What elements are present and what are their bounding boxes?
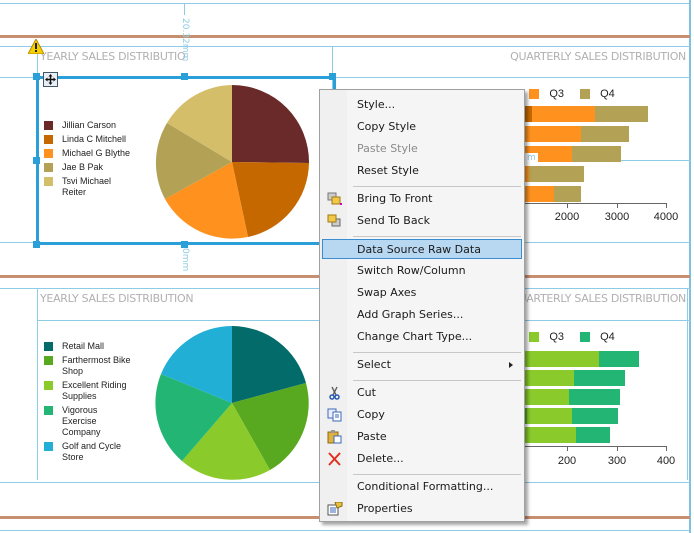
s1-bar-title: QUARTERLY SALES DISTRIBUTION xyxy=(510,50,686,63)
s1-pie-title: YEARLY SALES DISTRIBUTIO xyxy=(40,50,186,63)
menu-item-conditional-formatting[interactable]: Conditional Formatting... xyxy=(357,480,494,493)
s1-pie-legend: Jillian Carson Linda C Mitchell Michael … xyxy=(44,120,142,201)
s1-x-axis xyxy=(515,203,667,204)
menu-item-cut[interactable]: Cut xyxy=(322,383,522,403)
legend-item: Excellent Riding Supplies xyxy=(44,380,142,402)
legend-item: Tsvi Michael Reiter xyxy=(44,176,142,198)
menu-item-properties[interactable]: Properties xyxy=(322,499,522,519)
bar-row[interactable] xyxy=(515,408,618,424)
resize-handle[interactable] xyxy=(181,241,188,248)
tick xyxy=(567,446,568,451)
menu-icon-gutter xyxy=(320,90,347,521)
bar-row[interactable] xyxy=(515,351,639,367)
paste-icon xyxy=(327,430,342,444)
menu-item-copy-style[interactable]: Copy Style xyxy=(357,120,417,133)
menu-separator xyxy=(353,474,521,475)
s3-title-top xyxy=(0,530,690,531)
section-divider xyxy=(0,35,690,38)
resize-handle[interactable] xyxy=(181,73,188,80)
resize-handle[interactable] xyxy=(329,73,336,80)
tick xyxy=(567,203,568,208)
menu-item-style[interactable]: Style... xyxy=(357,98,396,111)
legend-item: Vigorous Exercise Company xyxy=(44,405,142,438)
menu-item-bring-to-front[interactable]: Bring To Front xyxy=(322,189,522,209)
s2-pie-title: YEARLY SALES DISTRIBUTION xyxy=(40,292,194,305)
s1-title-top xyxy=(0,46,690,47)
dimension-label-mid: m xyxy=(525,153,538,163)
menu-item-data-source-raw-data[interactable]: Data Source Raw Data xyxy=(322,239,522,259)
legend-item: Jae B Pak xyxy=(44,162,142,173)
s2-bar-title: QUARTERLY SALES DISTRIBUTION xyxy=(510,292,686,305)
warning-icon xyxy=(28,39,44,54)
legend-item: Michael G Blythe xyxy=(44,148,142,159)
menu-item-send-to-back[interactable]: Send To Back xyxy=(322,211,522,231)
legend-item: Jillian Carson xyxy=(44,120,142,131)
move-handle-icon[interactable] xyxy=(43,72,58,87)
s2-left-col xyxy=(37,288,38,480)
resize-handle[interactable] xyxy=(33,157,40,164)
tick-label: 300 xyxy=(607,455,627,467)
tick xyxy=(617,446,618,451)
s1-pie-chart[interactable] xyxy=(153,83,311,241)
dimension-label-vertical: 20.32mm xyxy=(180,18,190,62)
bar-row[interactable] xyxy=(515,166,584,182)
menu-separator xyxy=(353,380,521,381)
menu-separator xyxy=(353,352,521,353)
menu-item-paste[interactable]: Paste xyxy=(322,427,522,447)
s2-right-col xyxy=(687,288,688,480)
legend-item: Linda C Mitchell xyxy=(44,134,142,145)
s1-title-bottom xyxy=(0,77,690,78)
menu-item-swap-axes[interactable]: Swap Axes xyxy=(357,286,417,299)
s2-pie-chart[interactable] xyxy=(153,324,311,482)
menu-item-add-graph-series[interactable]: Add Graph Series... xyxy=(357,308,464,321)
legend-item: Farthermost Bike Shop xyxy=(44,355,142,377)
scissors-icon xyxy=(329,386,340,400)
resize-handle[interactable] xyxy=(33,73,40,80)
copy-icon xyxy=(327,408,342,422)
menu-item-delete[interactable]: Delete... xyxy=(322,449,522,469)
menu-separator xyxy=(353,186,521,187)
tick xyxy=(666,446,667,451)
send-to-back-icon xyxy=(327,214,341,227)
tick-label: 3000 xyxy=(604,211,630,223)
properties-icon xyxy=(327,502,343,516)
s2-pie-legend: Retail Mall Farthermost Bike Shop Excell… xyxy=(44,341,142,466)
page-right-border xyxy=(689,0,691,533)
bring-to-front-icon xyxy=(327,192,342,205)
bar-row[interactable] xyxy=(515,126,629,142)
legend-item: Golf and Cycle Store xyxy=(44,441,142,463)
tick xyxy=(666,203,667,208)
menu-item-select[interactable]: Select xyxy=(322,355,522,375)
s2-x-axis xyxy=(515,446,667,447)
bar-row[interactable] xyxy=(515,427,610,443)
menu-item-paste-style[interactable]: Paste Style xyxy=(357,142,418,155)
submenu-arrow-icon xyxy=(509,362,513,368)
menu-item-copy[interactable]: Copy xyxy=(322,405,522,425)
menu-item-change-chart-type[interactable]: Change Chart Type... xyxy=(357,330,473,343)
s1-left-col xyxy=(37,46,38,77)
dimension-line xyxy=(184,3,185,15)
resize-handle[interactable] xyxy=(33,241,40,248)
dimension-label-bottom: 0mm xyxy=(180,248,190,272)
menu-separator xyxy=(353,236,521,237)
tick xyxy=(617,203,618,208)
bar-row[interactable] xyxy=(515,106,648,122)
page-top-border xyxy=(0,3,690,4)
tick-label: 4000 xyxy=(653,211,679,223)
legend-item: Retail Mall xyxy=(44,341,142,352)
tick-label: 2000 xyxy=(554,211,580,223)
bar-row[interactable] xyxy=(515,370,625,386)
tick-label: 200 xyxy=(557,455,577,467)
delete-x-icon xyxy=(328,452,341,466)
tick-label: 400 xyxy=(656,455,676,467)
menu-item-switch-row-column[interactable]: Switch Row/Column xyxy=(357,264,466,277)
context-menu: Style... Copy Style Paste Style Reset St… xyxy=(319,89,525,522)
bar-row[interactable] xyxy=(515,389,620,405)
menu-item-reset-style[interactable]: Reset Style xyxy=(357,164,419,177)
